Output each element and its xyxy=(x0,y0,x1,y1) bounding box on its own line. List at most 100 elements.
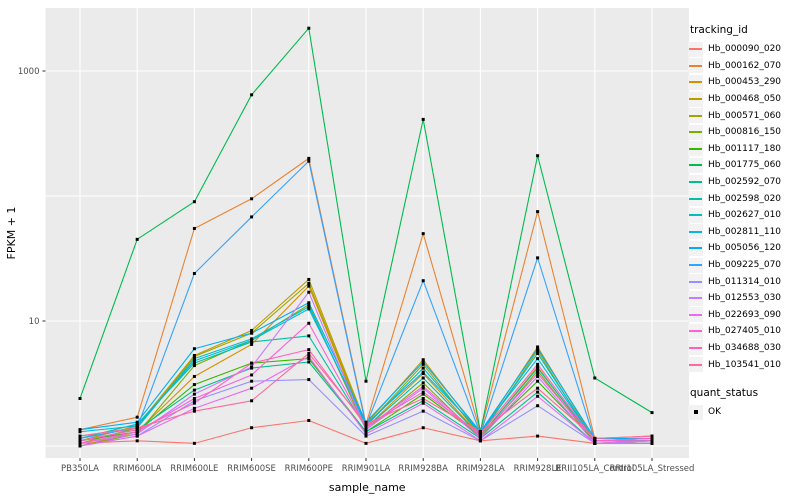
data-point xyxy=(192,399,196,403)
data-point xyxy=(364,426,368,430)
legend-item-Hb_002627_010: Hb_002627_010 xyxy=(688,207,800,224)
data-point xyxy=(192,354,196,358)
data-point xyxy=(536,390,540,394)
data-point xyxy=(192,200,196,204)
data-point xyxy=(250,365,254,369)
legend-key-line-icon xyxy=(688,207,703,223)
data-point xyxy=(135,237,139,241)
series-color-line-icon xyxy=(689,114,702,117)
data-point xyxy=(78,441,82,445)
y-tick-label: 1000 xyxy=(18,67,40,77)
series-color-line-icon xyxy=(689,363,702,366)
legend-item-label: Hb_000090_020 xyxy=(708,44,782,55)
x-tick-label: RRIM600LE xyxy=(170,464,218,474)
data-point xyxy=(192,364,196,368)
data-point xyxy=(250,328,254,332)
data-point xyxy=(192,392,196,396)
data-point xyxy=(135,428,139,432)
series-color-line-icon xyxy=(689,297,702,300)
data-point xyxy=(135,420,139,424)
legend-item-quant-OK: OK xyxy=(688,404,800,421)
legend-key-line-icon xyxy=(688,257,703,273)
legend-panel: tracking_id Hb_000090_020 Hb_000162_070 Hb… xyxy=(688,24,800,420)
data-point xyxy=(364,428,368,432)
data-point xyxy=(250,331,254,335)
data-point xyxy=(536,394,540,398)
data-point xyxy=(192,359,196,363)
series-color-line-icon xyxy=(689,214,702,217)
legend-key-line-icon xyxy=(688,357,703,373)
data-point xyxy=(650,441,654,445)
x-tick-label: RRII105LA_Stressed xyxy=(610,464,695,474)
legend-item-Hb_001117_180: Hb_001117_180 xyxy=(688,141,800,158)
data-point xyxy=(421,376,425,380)
series-color-line-icon xyxy=(689,147,702,150)
data-point xyxy=(192,361,196,365)
data-point xyxy=(307,418,311,422)
legend-item-label: Hb_022693_090 xyxy=(708,309,782,320)
quant-status-legend-items: OK xyxy=(688,404,800,421)
legend-item-label: Hb_005056_120 xyxy=(708,243,782,254)
data-point xyxy=(192,271,196,275)
data-point xyxy=(307,277,311,281)
data-point xyxy=(421,366,425,370)
data-point xyxy=(478,430,482,434)
data-point xyxy=(307,351,311,355)
data-point xyxy=(421,386,425,390)
data-point xyxy=(135,434,139,438)
data-point xyxy=(250,93,254,97)
legend-key-line-icon xyxy=(688,41,703,57)
legend-item-label: Hb_002598_020 xyxy=(708,193,782,204)
data-point xyxy=(421,426,425,430)
data-point xyxy=(421,370,425,374)
data-point xyxy=(307,321,311,325)
data-point xyxy=(135,422,139,426)
legend-item-label: Hb_011314_010 xyxy=(708,276,782,287)
data-point xyxy=(307,354,311,358)
data-point xyxy=(78,434,82,438)
data-point xyxy=(135,439,139,443)
plot-panel xyxy=(45,8,689,458)
data-point xyxy=(192,347,196,351)
data-point xyxy=(536,372,540,376)
data-point xyxy=(536,404,540,408)
data-point xyxy=(307,348,311,352)
data-point xyxy=(593,441,597,445)
data-point xyxy=(536,256,540,260)
data-point xyxy=(421,358,425,362)
legend-key-line-icon xyxy=(688,174,703,190)
legend-item-label: Hb_002627_010 xyxy=(708,210,782,221)
legend-item-Hb_000162_070: Hb_000162_070 xyxy=(688,58,800,75)
data-point xyxy=(78,436,82,440)
data-point xyxy=(364,420,368,424)
data-point xyxy=(364,432,368,436)
legend-title-tracking-id: tracking_id xyxy=(690,24,748,36)
data-point xyxy=(250,426,254,430)
data-point xyxy=(421,392,425,396)
legend-title-quant-status: quant_status xyxy=(690,386,759,399)
data-point xyxy=(307,334,311,338)
data-point xyxy=(307,303,311,307)
legend-key-line-icon xyxy=(688,124,703,140)
legend-key-line-icon xyxy=(688,58,703,74)
data-point xyxy=(135,432,139,436)
legend-item-label: Hb_000453_290 xyxy=(708,77,782,88)
legend-key-line-icon xyxy=(688,323,703,339)
x-tick-label: RRII105LA_Control xyxy=(555,464,634,474)
series-color-line-icon xyxy=(689,48,702,51)
legend-item-Hb_027405_010: Hb_027405_010 xyxy=(688,323,800,340)
data-point xyxy=(536,351,540,355)
series-color-line-icon xyxy=(689,346,702,349)
legend-item-label: Hb_001775_060 xyxy=(708,160,782,171)
data-point xyxy=(536,349,540,353)
series-color-line-icon xyxy=(689,181,702,184)
legend-item-Hb_000090_020: Hb_000090_020 xyxy=(688,41,800,58)
legend-item-Hb_034688_030: Hb_034688_030 xyxy=(688,340,800,357)
legend-item-label: Hb_000162_070 xyxy=(708,60,782,71)
data-point xyxy=(307,156,311,160)
data-point xyxy=(421,384,425,388)
y-axis-title: FPKM + 1 xyxy=(5,207,18,260)
legend-item-Hb_009225_070: Hb_009225_070 xyxy=(688,257,800,274)
data-point xyxy=(192,388,196,392)
